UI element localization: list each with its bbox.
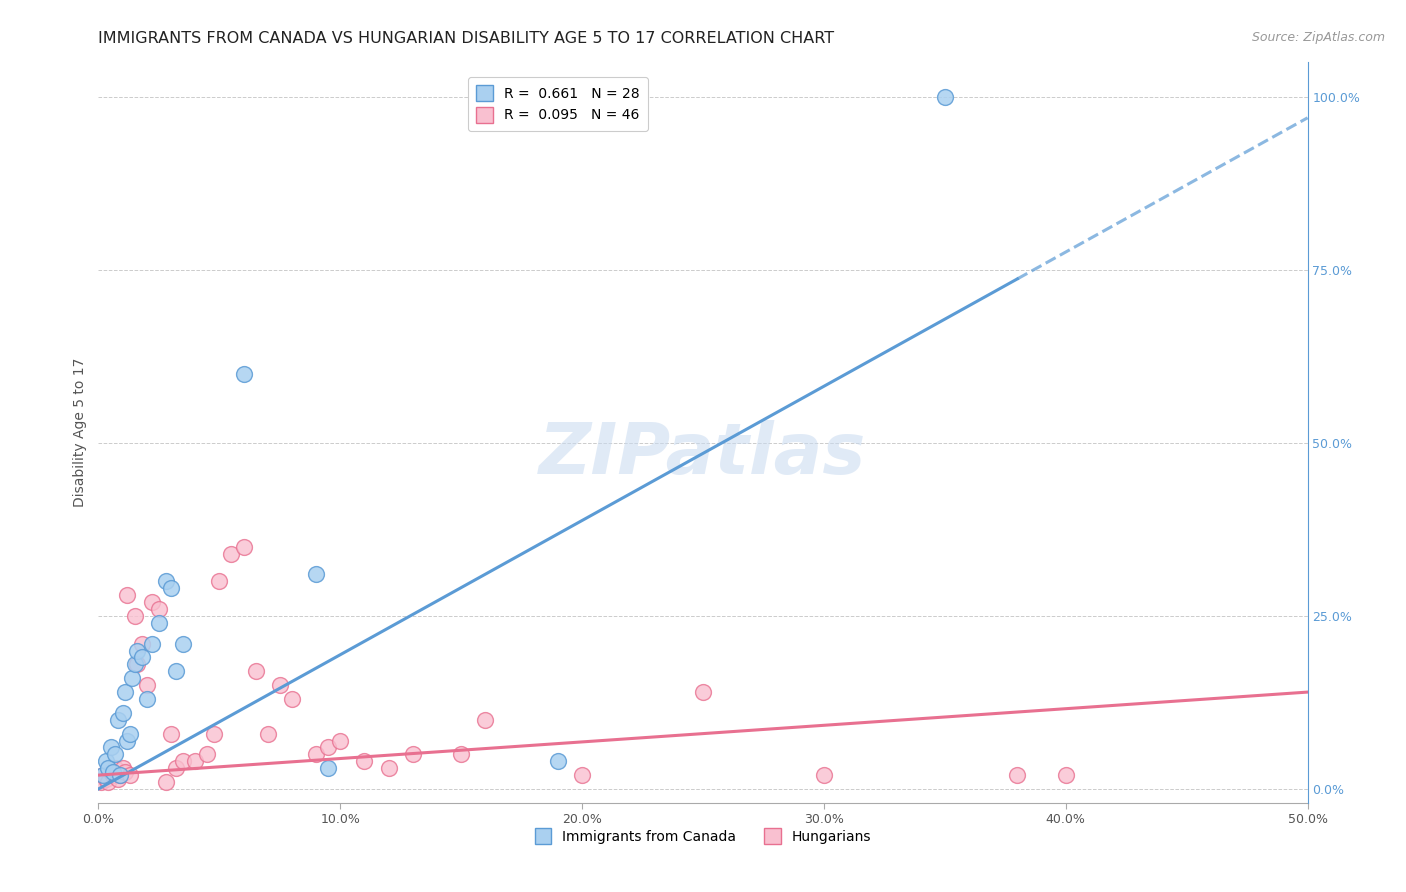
Point — [377, 761, 399, 775]
Point — [172, 637, 194, 651]
Point — [97, 775, 120, 789]
Point — [104, 747, 127, 762]
Point — [108, 768, 131, 782]
Point — [127, 657, 149, 672]
Point — [121, 671, 143, 685]
Point — [117, 733, 139, 747]
Point — [94, 754, 117, 768]
Point — [135, 678, 157, 692]
Point — [813, 768, 835, 782]
Point — [474, 713, 496, 727]
Legend: Immigrants from Canada, Hungarians: Immigrants from Canada, Hungarians — [527, 822, 879, 851]
Point — [155, 574, 177, 589]
Point — [1054, 768, 1077, 782]
Point — [232, 367, 254, 381]
Point — [100, 740, 122, 755]
Point — [160, 582, 183, 596]
Point — [111, 761, 134, 775]
Point — [204, 726, 226, 740]
Point — [107, 713, 129, 727]
Y-axis label: Disability Age 5 to 17: Disability Age 5 to 17 — [73, 358, 87, 508]
Point — [172, 754, 194, 768]
Point — [107, 772, 129, 786]
Point — [135, 692, 157, 706]
Point — [245, 665, 267, 679]
Point — [104, 761, 127, 775]
Point — [124, 657, 146, 672]
Point — [547, 754, 569, 768]
Point — [165, 761, 187, 775]
Point — [91, 768, 114, 782]
Point — [402, 747, 425, 762]
Point — [131, 650, 153, 665]
Point — [934, 90, 956, 104]
Point — [160, 726, 183, 740]
Point — [94, 772, 117, 786]
Point — [131, 637, 153, 651]
Point — [114, 764, 136, 779]
Point — [90, 775, 112, 789]
Point — [155, 775, 177, 789]
Point — [165, 665, 187, 679]
Point — [281, 692, 304, 706]
Point — [208, 574, 231, 589]
Point — [450, 747, 472, 762]
Point — [232, 540, 254, 554]
Point — [305, 747, 328, 762]
Point — [148, 615, 170, 630]
Point — [101, 768, 124, 782]
Point — [91, 768, 114, 782]
Point — [184, 754, 207, 768]
Point — [101, 764, 124, 779]
Point — [127, 643, 149, 657]
Point — [571, 768, 593, 782]
Point — [195, 747, 218, 762]
Point — [316, 761, 339, 775]
Point — [118, 726, 141, 740]
Point — [141, 637, 163, 651]
Point — [118, 768, 141, 782]
Text: ZIPatlas: ZIPatlas — [540, 420, 866, 490]
Point — [141, 595, 163, 609]
Point — [353, 754, 375, 768]
Point — [269, 678, 291, 692]
Point — [316, 740, 339, 755]
Point — [108, 768, 131, 782]
Point — [329, 733, 352, 747]
Point — [124, 609, 146, 624]
Point — [100, 764, 122, 779]
Text: IMMIGRANTS FROM CANADA VS HUNGARIAN DISABILITY AGE 5 TO 17 CORRELATION CHART: IMMIGRANTS FROM CANADA VS HUNGARIAN DISA… — [98, 31, 835, 46]
Point — [117, 588, 139, 602]
Point — [1007, 768, 1029, 782]
Point — [148, 602, 170, 616]
Point — [692, 685, 714, 699]
Point — [97, 761, 120, 775]
Point — [221, 547, 243, 561]
Point — [305, 567, 328, 582]
Point — [256, 726, 278, 740]
Point — [111, 706, 134, 720]
Text: Source: ZipAtlas.com: Source: ZipAtlas.com — [1251, 31, 1385, 45]
Point — [114, 685, 136, 699]
